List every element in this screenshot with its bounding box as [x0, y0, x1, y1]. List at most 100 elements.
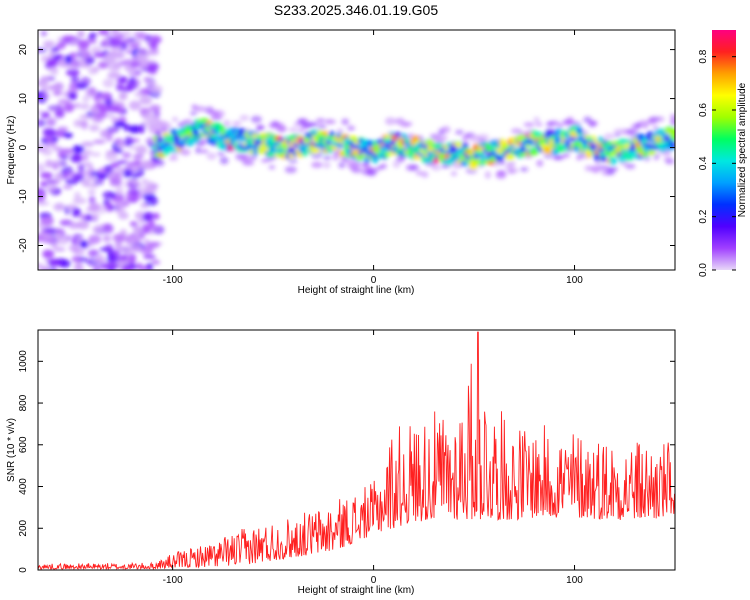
spectrogram-halo-blob	[627, 128, 638, 137]
spectrogram-noise-blob	[82, 95, 90, 103]
spectrogram-noise-blob	[87, 189, 96, 195]
spectrogram-noise-blob	[38, 163, 46, 173]
spectrogram-noise-blob	[46, 57, 59, 68]
spectrogram-noise-blob	[94, 102, 107, 108]
spectrogram-noise-blob	[57, 99, 72, 105]
spectrogram-noise-blob	[136, 32, 149, 41]
spectrogram-halo-blob	[561, 152, 571, 158]
spectrogram-noise-blob	[134, 211, 146, 220]
spectrogram-halo-blob	[441, 126, 451, 134]
spectrogram-noise-blob	[142, 211, 154, 222]
spectrogram-noise-blob	[38, 109, 45, 115]
spectrogram-halo-blob	[584, 165, 594, 172]
spectrogram-noise-blob	[88, 202, 101, 213]
spectrogram-noise-blob	[142, 188, 153, 195]
spectrogram-noise-blob	[120, 265, 133, 270]
spectrogram-halo-blob	[194, 105, 207, 112]
snr-y-tick-label: 200	[18, 519, 29, 536]
spectrogram-halo-blob	[322, 155, 332, 161]
spectrogram-noise-blob	[138, 123, 145, 134]
spectrogram-halo-blob	[543, 153, 554, 159]
spectrogram-noise-blob	[79, 240, 88, 248]
spectrogram-noise-blob	[72, 102, 82, 109]
spectrogram-noise-blob	[124, 136, 134, 147]
spectrogram-halo-blob	[392, 160, 401, 169]
spectrogram-halo-blob	[168, 156, 179, 161]
colorbar-tick-label: 0.8	[698, 49, 709, 63]
spectrogram-noise-blob	[92, 224, 107, 235]
spectrogram-halo-blob	[554, 154, 565, 161]
spectrogram-halo-blob	[213, 109, 225, 118]
spectrogram-noise-blob	[119, 229, 127, 235]
spectrogram-ridge-blob	[282, 143, 288, 151]
spectrogram-noise-blob	[111, 197, 125, 203]
spectrogram-noise-blob	[98, 111, 108, 119]
colorbar-tick-label: 0.4	[698, 156, 709, 170]
spectrogram-noise-blob	[88, 234, 102, 245]
spectrogram-noise-blob	[81, 178, 91, 187]
spectrogram-ridge-blob	[393, 132, 402, 137]
spectrogram-halo-blob	[232, 121, 242, 126]
spectrogram-halo-blob	[380, 163, 388, 169]
spectrogram-noise-blob	[122, 38, 133, 45]
spectrogram-noise-blob	[128, 100, 142, 111]
spectrogram-halo-blob	[523, 122, 535, 127]
spectrogram-halo-blob	[402, 121, 413, 126]
spectrogram-noise-blob	[43, 128, 57, 137]
spectrogram-halo-blob	[656, 116, 665, 123]
spectrogram-noise-blob	[41, 86, 50, 92]
spectrogram-ridge-blob	[533, 149, 539, 156]
spectrogram-ridge-blob	[600, 155, 607, 162]
spectrogram-noise-blob	[87, 66, 98, 75]
spectrogram-noise-blob	[115, 82, 125, 92]
spectrogram-noise-blob	[90, 104, 99, 115]
spectrogram-halo-blob	[195, 147, 202, 154]
spectrogram-noise-blob	[123, 169, 132, 178]
spectrogram-halo-blob	[322, 161, 331, 169]
spectrogram-ridge-blob	[506, 154, 515, 161]
spectrogram-noise-blob	[112, 255, 120, 263]
spectrogram-halo-blob	[598, 165, 609, 170]
spectrogram-noise-blob	[151, 259, 161, 265]
spectrogram-noise-blob	[99, 262, 109, 270]
spectrogram-halo-blob	[222, 119, 231, 128]
spectrogram-y-tick-label: 10	[18, 93, 29, 105]
spectrogram-noise-blob	[42, 40, 56, 48]
spectrogram-noise-blob	[138, 186, 145, 196]
spectrogram-noise-blob	[125, 49, 133, 54]
spectrogram-noise-blob	[103, 223, 114, 234]
spectrogram-noise-blob	[108, 37, 122, 48]
spectrogram-noise-blob	[94, 177, 104, 186]
spectrogram-halo-blob	[603, 133, 615, 140]
spectrogram-noise-blob	[101, 39, 108, 47]
spectrogram-noise-blob	[41, 238, 54, 244]
spectrogram-noise-blob	[85, 87, 98, 98]
spectrogram-halo-blob	[361, 164, 371, 169]
spectrogram-noise-blob	[109, 128, 117, 133]
spectrogram-noise-blob	[120, 254, 128, 261]
spectrogram-halo-blob	[250, 154, 258, 160]
spectrogram-halo-blob	[164, 122, 172, 130]
snr-y-tick-label: 1000	[18, 350, 29, 373]
spectrogram-halo-blob	[311, 161, 323, 169]
spectrogram-noise-blob	[88, 32, 98, 39]
snr-y-tick-label: 800	[18, 394, 29, 411]
spectrogram-noise-blob	[40, 30, 47, 37]
spectrogram-noise-blob	[128, 43, 140, 49]
spectrogram-ridge-blob	[311, 147, 320, 154]
spectrogram-noise-blob	[93, 52, 106, 58]
spectrogram-noise-blob	[68, 221, 81, 230]
spectrogram-noise-blob	[96, 253, 105, 262]
spectrogram-noise-blob	[62, 185, 73, 190]
spectrogram-y-axis-label: Frequency (Hz)	[6, 116, 17, 185]
spectrogram-noise-blob	[121, 151, 132, 159]
spectrogram-noise-blob	[76, 30, 85, 38]
spectrogram-halo-blob	[307, 121, 318, 128]
spectrogram-noise-blob	[78, 213, 87, 219]
spectrogram-ridge-blob	[547, 130, 557, 136]
spectrogram-noise-blob	[51, 242, 58, 248]
spectrogram-ridge-blob	[389, 139, 396, 146]
spectrogram-x-axis-label: Height of straight line (km)	[298, 285, 415, 296]
